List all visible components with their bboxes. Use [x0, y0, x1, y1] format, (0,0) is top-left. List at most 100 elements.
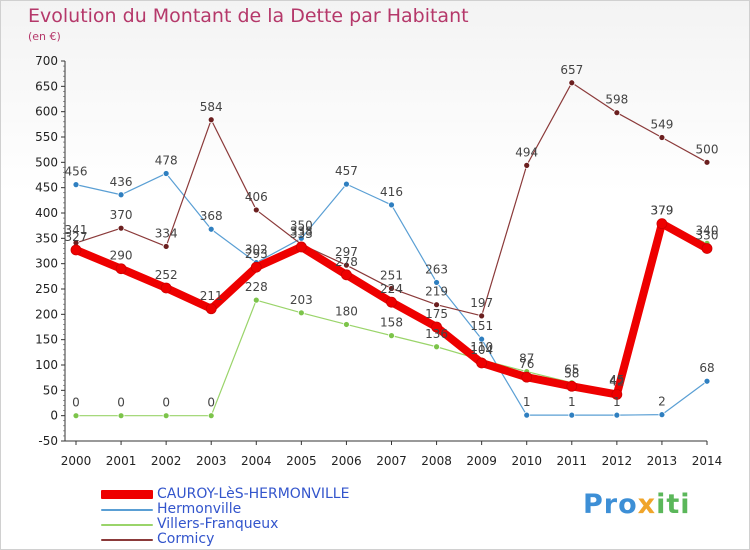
- data-label-villers-franqueux: 136: [425, 327, 448, 341]
- logo-part-1: Pro: [583, 489, 638, 520]
- data-point-villers-franqueux: [117, 412, 125, 420]
- chart-legend: CAUROY-LèS-HERMONVILLE Hermonville Villers…: [101, 487, 349, 547]
- data-point-hermonville: [478, 335, 486, 343]
- data-point-villers-franqueux: [207, 412, 215, 420]
- data-label-cauroy-l-s-hermonville: 42: [609, 374, 624, 388]
- data-point-cormicy: [162, 243, 170, 250]
- legend-label: Hermonville: [157, 501, 242, 517]
- y-tick-label: 500: [35, 155, 58, 169]
- data-point-villers-franqueux: [388, 332, 395, 340]
- data-label-villers-franqueux: 180: [335, 304, 358, 318]
- data-point-cormicy: [252, 206, 260, 214]
- data-point-cormicy: [388, 285, 395, 292]
- y-tick-label: 250: [35, 282, 58, 296]
- data-label-cauroy-l-s-hermonville: 327: [65, 230, 88, 244]
- data-point-cauroy-l-s-hermonville: [295, 241, 307, 253]
- legend-label: CAUROY-LèS-HERMONVILLE: [157, 486, 350, 502]
- data-label-villers-franqueux: 158: [380, 316, 403, 330]
- x-tick-label: 2006: [331, 454, 362, 468]
- data-point-cauroy-l-s-hermonville: [656, 218, 668, 230]
- x-tick-label: 2010: [511, 454, 542, 468]
- data-label-villers-franqueux: 379: [650, 204, 673, 218]
- legend-swatch: [101, 508, 153, 511]
- data-point-villers-franqueux: [252, 296, 260, 304]
- data-label-cormicy: 598: [605, 93, 628, 107]
- data-point-villers-franqueux: [433, 343, 440, 351]
- x-tick-label: 2005: [286, 454, 317, 468]
- data-point-cauroy-l-s-hermonville: [160, 282, 172, 294]
- legend-item: Villers-Franqueux: [101, 517, 349, 532]
- data-point-cauroy-l-s-hermonville: [115, 263, 127, 275]
- data-label-cormicy: 494: [515, 145, 538, 159]
- data-point-villers-franqueux: [72, 412, 80, 420]
- data-label-hermonville: 456: [65, 165, 88, 179]
- data-label-villers-franqueux: 87: [519, 352, 534, 366]
- y-tick-label: 700: [35, 54, 58, 68]
- data-label-cauroy-l-s-hermonville: 290: [110, 249, 133, 263]
- data-label-hermonville: 350: [290, 218, 313, 232]
- data-label-cauroy-l-s-hermonville: 293: [245, 247, 268, 261]
- data-point-hermonville: [568, 411, 576, 419]
- data-label-villers-franqueux: 340: [696, 223, 719, 237]
- data-label-cauroy-l-s-hermonville: 211: [200, 289, 223, 303]
- data-label-cormicy: 334: [155, 226, 178, 240]
- legend-swatch: [101, 490, 153, 499]
- data-point-cormicy: [478, 312, 486, 320]
- legend-label: Cormicy: [157, 531, 215, 547]
- data-label-cormicy: 406: [245, 190, 268, 204]
- y-tick-label: 550: [35, 130, 58, 144]
- data-point-cauroy-l-s-hermonville: [205, 303, 217, 315]
- data-point-cauroy-l-s-hermonville: [386, 296, 397, 308]
- y-tick-label: -50: [38, 434, 58, 448]
- data-label-cormicy: 338: [290, 224, 313, 238]
- data-point-cauroy-l-s-hermonville: [431, 321, 442, 333]
- data-label-hermonville: 1: [613, 395, 621, 409]
- data-label-cormicy: 297: [335, 245, 358, 259]
- data-label-cormicy: 341: [65, 223, 88, 237]
- data-point-cormicy: [658, 134, 666, 141]
- logo-part-2: x: [637, 489, 657, 520]
- data-point-villers-franqueux: [343, 321, 350, 328]
- data-label-cauroy-l-s-hermonville: 330: [696, 228, 719, 242]
- data-label-villers-franqueux: 0: [117, 396, 125, 410]
- data-label-villers-franqueux: 203: [290, 293, 313, 307]
- y-tick-label: 50: [43, 383, 58, 397]
- data-label-villers-franqueux: 45: [609, 373, 624, 387]
- data-point-hermonville: [162, 170, 170, 177]
- chart-title: Evolution du Montant de la Dette par Hab…: [28, 5, 469, 27]
- data-point-hermonville: [703, 377, 711, 385]
- data-point-cormicy: [703, 158, 711, 166]
- data-point-cormicy: [343, 261, 350, 269]
- legend-item: Hermonville: [101, 502, 349, 517]
- data-label-cormicy: 549: [650, 118, 673, 132]
- y-tick-label: 300: [35, 257, 58, 271]
- x-tick-label: 2014: [692, 454, 723, 468]
- data-point-villers-franqueux: [162, 412, 170, 420]
- y-tick-label: 350: [35, 231, 58, 245]
- y-tick-label: 400: [35, 206, 58, 220]
- data-point-hermonville: [72, 181, 80, 189]
- x-tick-label: 2003: [196, 454, 227, 468]
- data-label-cormicy: 584: [200, 100, 223, 114]
- data-point-cormicy: [523, 161, 531, 169]
- logo-part-3: iti: [656, 489, 691, 520]
- data-label-cauroy-l-s-hermonville: 175: [425, 307, 448, 321]
- y-tick-label: 0: [50, 409, 58, 423]
- data-label-villers-franqueux: 0: [72, 396, 80, 410]
- data-label-villers-franqueux: 0: [162, 396, 170, 410]
- data-label-hermonville: 1: [568, 395, 576, 409]
- data-point-hermonville: [523, 411, 531, 419]
- y-tick-label: 200: [35, 307, 58, 321]
- data-point-hermonville: [613, 411, 621, 419]
- data-label-cauroy-l-s-hermonville: 379: [650, 204, 673, 218]
- data-point-cauroy-l-s-hermonville: [521, 371, 533, 383]
- legend-swatch: [101, 538, 153, 541]
- data-point-cormicy: [568, 79, 576, 87]
- x-tick-label: 2009: [466, 454, 497, 468]
- y-tick-label: 150: [35, 333, 58, 347]
- y-tick-label: 450: [35, 181, 58, 195]
- legend-item: CAUROY-LèS-HERMONVILLE: [101, 487, 349, 502]
- y-tick-label: 600: [35, 105, 58, 119]
